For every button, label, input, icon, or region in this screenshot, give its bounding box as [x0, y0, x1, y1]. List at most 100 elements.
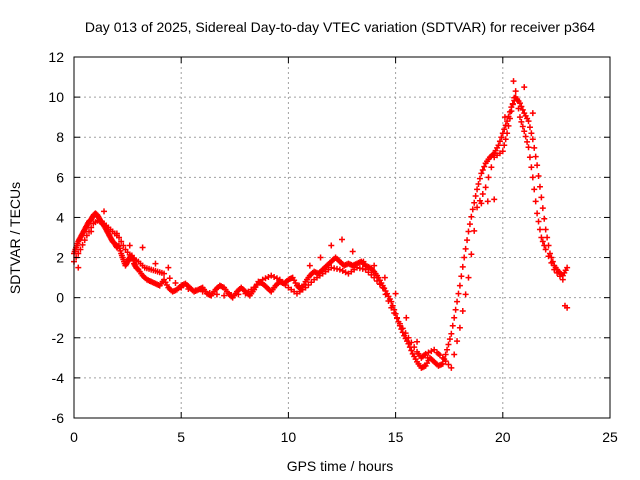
- data-point: [459, 263, 466, 270]
- data-point: [528, 164, 535, 171]
- data-point: [376, 281, 383, 288]
- data-point: [439, 354, 446, 361]
- x-tick-label: 15: [388, 429, 404, 445]
- data-point: [306, 262, 313, 269]
- data-point: [448, 364, 455, 371]
- data-point: [542, 226, 549, 233]
- data-point: [391, 310, 398, 317]
- data-point: [411, 344, 418, 351]
- data-point: [379, 284, 386, 291]
- data-point: [485, 174, 492, 181]
- data-point: [498, 134, 505, 141]
- data-point: [448, 330, 455, 337]
- x-axis-label: GPS time / hours: [287, 458, 394, 474]
- data-point: [522, 133, 529, 140]
- data-point: [479, 191, 486, 198]
- data-point: [541, 242, 548, 249]
- data-point: [120, 242, 127, 249]
- data-point: [559, 276, 566, 283]
- data-point: [396, 320, 403, 327]
- data-point: [178, 284, 185, 291]
- data-point: [83, 232, 90, 239]
- data-point: [456, 282, 463, 289]
- data-point: [339, 267, 346, 274]
- data-point: [502, 136, 509, 143]
- data-point: [228, 291, 235, 298]
- data-point: [446, 336, 453, 343]
- data-point: [165, 264, 172, 271]
- data-point: [428, 348, 435, 355]
- data-point: [465, 228, 472, 235]
- data-point: [382, 291, 389, 298]
- data-point: [515, 105, 522, 112]
- data-point: [524, 138, 531, 145]
- data-point: [166, 275, 173, 282]
- data-point: [464, 237, 471, 244]
- data-point: [499, 148, 506, 155]
- data-point: [199, 288, 206, 295]
- y-tick-label: 6: [56, 169, 64, 185]
- data-point: [465, 274, 472, 281]
- data-point: [521, 128, 528, 135]
- data-point: [474, 186, 481, 193]
- data-point: [484, 198, 491, 205]
- data-point: [454, 338, 461, 345]
- data-point: [339, 236, 345, 243]
- data-point: [556, 273, 563, 280]
- data-point: [526, 124, 533, 131]
- data-point: [75, 264, 82, 271]
- data-point: [235, 291, 242, 298]
- data-point: [525, 144, 532, 151]
- data-point: [476, 175, 483, 182]
- data-point: [342, 269, 349, 276]
- x-tick-label: 25: [602, 429, 618, 445]
- data-point: [501, 114, 508, 121]
- data-point: [206, 289, 213, 296]
- data-point: [385, 298, 392, 305]
- data-point: [79, 241, 86, 248]
- data-point: [442, 358, 449, 365]
- y-tick-label: 2: [56, 250, 64, 266]
- data-point: [539, 205, 546, 212]
- data-point: [468, 213, 475, 220]
- data-point: [402, 330, 409, 337]
- data-point: [471, 227, 478, 234]
- data-point: [268, 272, 275, 279]
- data-point: [424, 354, 431, 361]
- data-point: [526, 154, 533, 161]
- y-tick-label: 0: [56, 290, 64, 306]
- data-point: [505, 122, 512, 129]
- data-point: [538, 234, 545, 241]
- data-point: [481, 163, 488, 170]
- data-point: [521, 84, 528, 91]
- data-points: [71, 78, 571, 371]
- data-point: [192, 287, 199, 294]
- data-point: [445, 361, 452, 368]
- data-point: [469, 206, 476, 213]
- data-point: [399, 325, 406, 332]
- data-point: [532, 198, 539, 205]
- data-point: [478, 170, 485, 177]
- y-axis-label: SDTVAR / TECUs: [7, 182, 23, 294]
- data-point: [518, 118, 525, 125]
- data-point: [539, 238, 546, 245]
- data-point: [529, 174, 536, 181]
- data-point: [548, 259, 555, 266]
- data-point: [551, 266, 558, 273]
- data-point: [535, 218, 542, 225]
- x-tick-label: 10: [281, 429, 297, 445]
- data-point: [454, 298, 461, 305]
- data-point: [113, 230, 120, 237]
- y-tick-label: -6: [52, 410, 65, 426]
- data-point: [531, 144, 538, 151]
- data-point: [478, 200, 485, 207]
- data-point: [466, 221, 473, 228]
- data-point: [475, 181, 482, 188]
- data-point: [536, 183, 543, 190]
- data-point: [534, 162, 541, 169]
- data-point: [75, 250, 82, 257]
- data-point: [459, 308, 466, 315]
- data-point: [221, 292, 228, 299]
- x-tick-label: 20: [495, 429, 511, 445]
- data-point: [501, 126, 508, 133]
